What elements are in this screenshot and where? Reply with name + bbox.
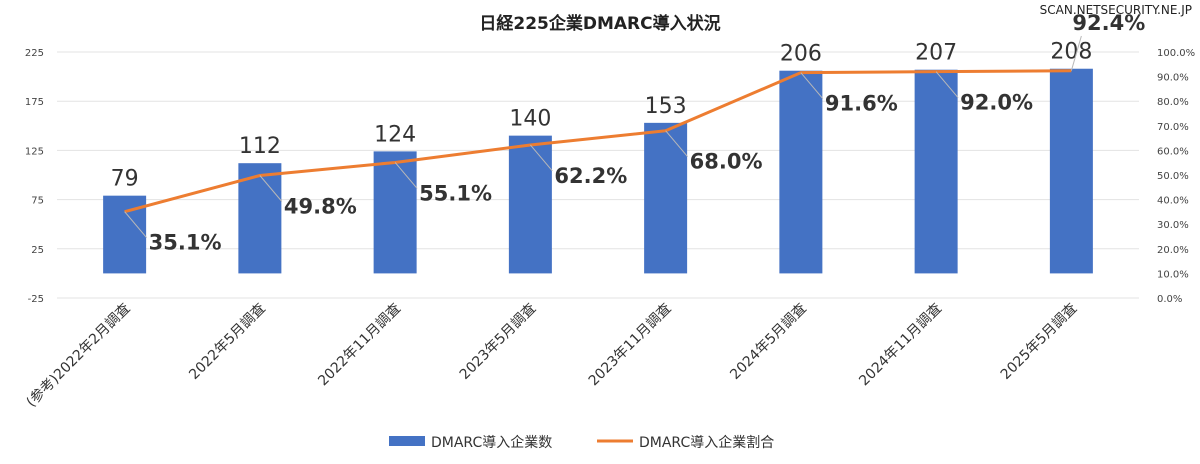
right-tick-label: 60.0%	[1157, 146, 1189, 157]
bar-series	[103, 68, 1093, 274]
pct-leader-line	[1070, 35, 1082, 71]
bar	[1049, 68, 1093, 274]
left-tick-label: 225	[25, 48, 44, 59]
category-label: 2023年11月調査	[586, 301, 675, 390]
left-axis: -25 25 75 125 175 225	[25, 48, 44, 305]
line-path	[124, 69, 1072, 214]
pct-leader-line	[665, 130, 689, 158]
right-tick-label: 20.0%	[1157, 245, 1189, 256]
right-tick-label: 0.0%	[1157, 294, 1182, 305]
pct-leader-line	[529, 144, 553, 172]
pct-leader-line	[259, 175, 283, 202]
category-label: 2023年5月調査	[457, 301, 539, 383]
pct-leader-line	[935, 71, 959, 99]
pct-value-label: 91.6%	[825, 92, 898, 116]
legend-bar-swatch	[389, 436, 425, 446]
legend: DMARC導入企業数 DMARC導入企業割合	[389, 434, 774, 451]
pct-leader-line	[800, 72, 824, 99]
data-labels: 79 112 124 140 153 206 207 208 35.1% 49.8% 55.1% 62…	[111, 11, 1146, 255]
right-tick-label: 80.0%	[1157, 97, 1189, 108]
category-label: 2022年11月調査	[315, 301, 404, 390]
pct-value-label: 68.0%	[690, 150, 763, 174]
bar	[644, 122, 688, 274]
category-label: (参考)2022年2月調査	[23, 300, 134, 411]
line-series	[124, 69, 1072, 214]
right-tick-label: 70.0%	[1157, 122, 1189, 133]
category-labels: (参考)2022年2月調査 2022年5月調査 2022年11月調査 2023年5月調…	[23, 300, 1080, 411]
pct-leader-line	[394, 162, 418, 189]
bar	[373, 151, 417, 274]
pct-value-label: 55.1%	[419, 181, 492, 205]
left-tick-label: 25	[31, 245, 44, 256]
right-tick-label: 40.0%	[1157, 196, 1189, 207]
grid-lines	[57, 51, 1139, 299]
bar-value-label: 112	[239, 134, 281, 159]
pct-value-label: 92.4%	[1072, 11, 1145, 35]
category-label: 2022年5月調査	[186, 301, 268, 383]
category-label: 2025年5月調査	[998, 301, 1080, 383]
right-tick-label: 90.0%	[1157, 73, 1189, 84]
left-tick-label: -25	[28, 294, 44, 305]
bar-value-label: 208	[1050, 40, 1092, 65]
left-tick-label: 75	[31, 196, 44, 207]
bar-value-label: 153	[645, 94, 687, 119]
chart-title: 日経225企業DMARC導入状況	[479, 13, 720, 34]
bar	[914, 69, 958, 274]
category-label: 2024年5月調査	[727, 301, 809, 383]
bar-value-label: 79	[111, 167, 139, 192]
right-axis: 0.0% 10.0% 20.0% 30.0% 40.0% 50.0% 60.0% 70.0% 8…	[1157, 48, 1195, 305]
legend-bar-label: DMARC導入企業数	[431, 434, 552, 451]
pct-value-label: 49.8%	[284, 194, 357, 218]
right-tick-label: 50.0%	[1157, 171, 1189, 182]
bar	[779, 70, 823, 274]
watermark-text: SCAN.NETSECURITY.NE.JP	[1040, 3, 1192, 17]
left-tick-label: 125	[25, 146, 44, 157]
pct-value-label: 35.1%	[149, 231, 222, 255]
pct-value-label: 92.0%	[960, 91, 1033, 115]
legend-line-label: DMARC導入企業割合	[639, 434, 774, 451]
bar	[508, 135, 552, 274]
right-tick-label: 30.0%	[1157, 220, 1189, 231]
bar-value-label: 140	[509, 107, 551, 132]
right-tick-label: 10.0%	[1157, 269, 1189, 280]
bar-value-label: 124	[374, 122, 416, 147]
right-tick-label: 100.0%	[1157, 48, 1195, 59]
pct-value-label: 62.2%	[554, 164, 627, 188]
bar-value-label: 207	[915, 41, 957, 66]
left-tick-label: 175	[25, 97, 44, 108]
bar-value-label: 206	[780, 42, 822, 67]
category-label: 2024年11月調査	[856, 301, 945, 390]
pct-leader-line	[124, 211, 148, 238]
bar	[238, 163, 282, 274]
